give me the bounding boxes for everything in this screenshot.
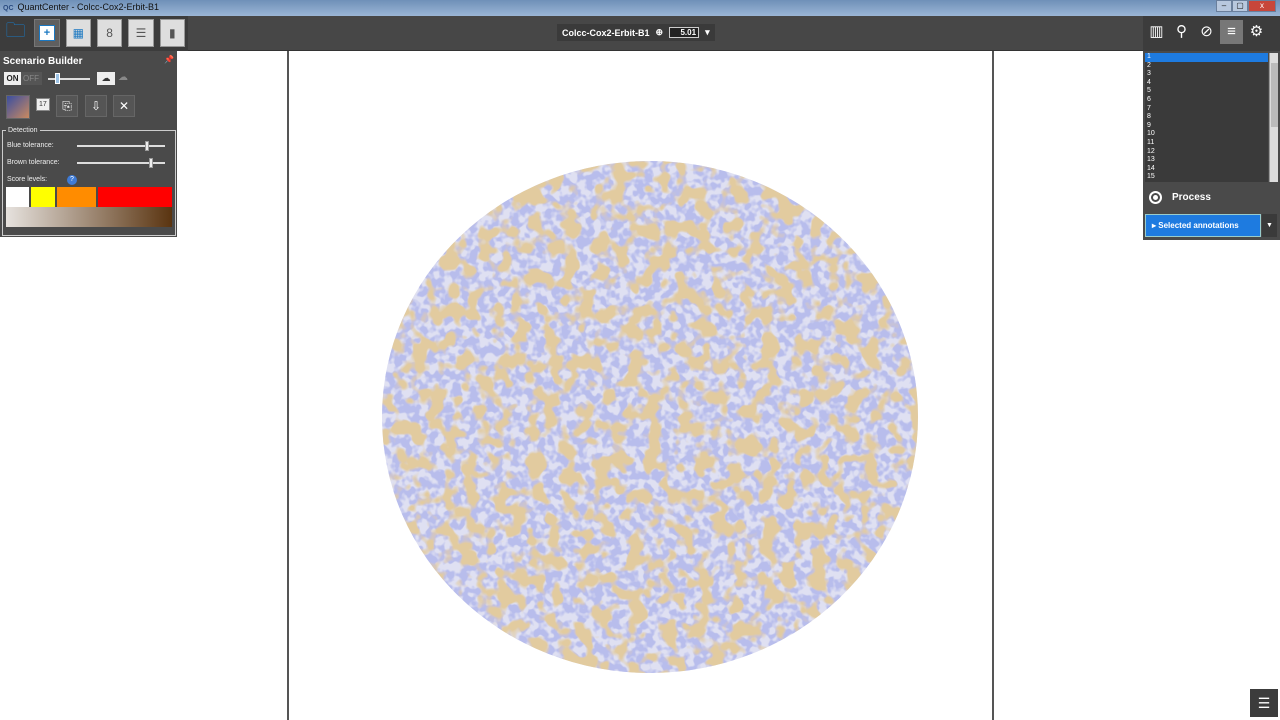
search-icon[interactable]: ⚲ xyxy=(1176,23,1187,40)
annotation-list-item[interactable]: 13 xyxy=(1147,156,1155,164)
slider-handle[interactable] xyxy=(55,73,60,84)
score-levels-label: Score levels: xyxy=(7,176,48,183)
selected-annotations-button[interactable]: ▸ Selected annotations xyxy=(1145,214,1261,237)
brown-tolerance-label: Brown tolerance: xyxy=(7,159,60,166)
brown-intensity-gradient xyxy=(6,207,172,227)
annotation-list[interactable]: 1 2 3 4 5 6 7 8 9 10 11 12 13 14 15 xyxy=(1145,53,1268,182)
score-swatch-3[interactable] xyxy=(98,187,172,207)
detection-group: Detection Blue tolerance: Brown toleranc… xyxy=(2,126,176,236)
number-icon: 8 xyxy=(106,26,113,40)
grid-view-button[interactable]: ▦ xyxy=(65,19,91,47)
tissue-stain-texture xyxy=(382,161,918,673)
viewer-divider-right xyxy=(992,51,994,720)
open-folder-icon[interactable]: 🗀 xyxy=(5,20,26,42)
maximize-button[interactable]: ▢ xyxy=(1232,0,1248,12)
process-button[interactable]: Process xyxy=(1149,191,1211,204)
add-image-button[interactable]: + xyxy=(34,19,60,47)
blue-tolerance-handle[interactable] xyxy=(145,141,149,151)
export-icon[interactable]: ⎘ xyxy=(56,95,78,117)
app-logo: QC xyxy=(3,5,14,12)
annotation-list-item[interactable]: 5 xyxy=(1147,87,1151,95)
score-swatch-1[interactable] xyxy=(31,187,55,207)
annotation-list-item[interactable]: 7 xyxy=(1147,104,1151,112)
filled-shape-icon[interactable]: ☁ xyxy=(118,72,128,83)
viewer-divider-left xyxy=(287,51,289,720)
plus-icon: + xyxy=(38,25,55,41)
import-icon[interactable]: ⇩ xyxy=(85,95,107,117)
off-label: OFF xyxy=(23,74,39,83)
score-swatch-2[interactable] xyxy=(57,187,96,207)
selected-annotations-label: Selected annotations xyxy=(1158,221,1239,230)
score-levels xyxy=(6,187,172,207)
annotation-list-item[interactable]: 14 xyxy=(1147,164,1155,172)
zoom-icon: ⊕ xyxy=(655,27,664,37)
close-button[interactable]: x xyxy=(1248,0,1276,12)
gear-icon[interactable]: ⚙ xyxy=(1249,23,1264,40)
annotation-list-item[interactable]: 9 xyxy=(1147,121,1151,129)
list-report-button[interactable]: ☰ xyxy=(128,19,154,47)
process-radio-icon xyxy=(1149,191,1162,204)
annotation-list-item[interactable]: 4 xyxy=(1147,78,1151,86)
process-scope-dropdown[interactable]: ▼ xyxy=(1262,214,1277,237)
scrollbar-thumb[interactable] xyxy=(1271,63,1278,127)
zoom-input[interactable]: 5.01 xyxy=(669,27,700,38)
annotations-panel: 1 2 3 4 5 6 7 8 9 10 11 12 13 14 15 Process ▸ Selected… xyxy=(1143,51,1280,240)
image-name: Colcc-Cox2-Erbit-B1 xyxy=(562,27,650,38)
annotation-list-item[interactable]: 8 xyxy=(1147,113,1151,121)
annotation-list-item[interactable]: 1 xyxy=(1145,53,1268,62)
process-label: Process xyxy=(1172,192,1211,203)
scenario-thumbnail-icon[interactable] xyxy=(6,95,30,119)
chart-button[interactable]: ▮ xyxy=(159,19,185,47)
slider-tooltip: 17 xyxy=(36,98,50,111)
window-title: QuantCenter - Colcc-Cox2-Erbit-B1 xyxy=(17,2,160,12)
number-view-button[interactable]: 8 xyxy=(96,19,123,47)
title-bar: QC QuantCenter - Colcc-Cox2-Erbit-B1 – ▢ … xyxy=(0,0,1280,16)
blue-tolerance-slider[interactable] xyxy=(77,141,165,151)
main-toolbar: 🗀 + ▦ 8 ☰ ▮ Colcc-Cox2-Erbit-B1 ⊕ 5.01 ▾… xyxy=(0,16,1280,51)
list-view-icon[interactable]: ≡ xyxy=(1220,20,1243,44)
annotation-list-item[interactable]: 10 xyxy=(1147,130,1155,138)
annotation-list-item[interactable]: 11 xyxy=(1147,138,1155,146)
list-icon: ☰ xyxy=(135,26,147,40)
on-off-toggle[interactable]: ON OFF xyxy=(4,72,42,85)
outline-shape-icon[interactable]: ☁ xyxy=(97,72,115,85)
close-scenario-icon[interactable]: ✕ xyxy=(113,95,135,117)
score-swatch-0[interactable] xyxy=(6,187,29,207)
brown-tolerance-slider[interactable] xyxy=(77,158,165,168)
on-label: ON xyxy=(4,72,21,85)
zoom-dropdown-icon[interactable]: ▾ xyxy=(705,27,710,37)
scenario-slider[interactable] xyxy=(48,73,90,84)
annotation-list-item[interactable]: 6 xyxy=(1147,95,1151,103)
barcode-icon[interactable]: ▥ xyxy=(1149,23,1164,40)
grid-icon: ▦ xyxy=(72,26,84,40)
annotation-list-item[interactable]: 3 xyxy=(1147,70,1151,78)
tissue-core-image xyxy=(382,161,918,673)
bar-chart-icon: ▮ xyxy=(169,26,176,40)
panel-title: Scenario Builder xyxy=(3,56,83,67)
image-title-bar: Colcc-Cox2-Erbit-B1 ⊕ 5.01 ▾ xyxy=(557,24,715,41)
brown-tolerance-handle[interactable] xyxy=(149,158,153,168)
settings-sliders-icon[interactable]: ☰ xyxy=(1250,689,1278,717)
blue-tolerance-label: Blue tolerance: xyxy=(7,142,54,149)
annotation-list-item[interactable]: 2 xyxy=(1147,61,1151,69)
compass-icon[interactable]: ⊘ xyxy=(1200,23,1213,40)
minimize-button[interactable]: – xyxy=(1216,0,1232,12)
scenario-builder-panel: Scenario Builder 📌 ON OFF ☁ ☁ ⎘ ⇩ ✕ 17 D… xyxy=(0,51,177,237)
help-icon[interactable]: ? xyxy=(67,175,77,185)
annotation-list-item[interactable]: 12 xyxy=(1147,147,1155,155)
annotation-list-item[interactable]: 15 xyxy=(1147,173,1155,181)
pin-icon[interactable]: 📌 xyxy=(164,55,174,64)
annotation-list-scrollbar[interactable] xyxy=(1269,53,1278,182)
detection-legend: Detection xyxy=(6,126,40,135)
